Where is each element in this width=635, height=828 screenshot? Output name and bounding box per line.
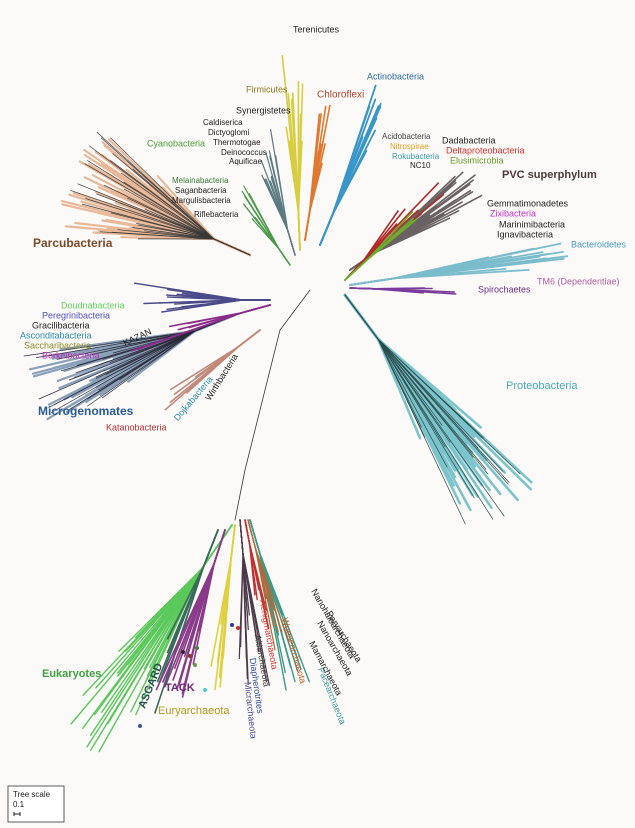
branch xyxy=(297,113,302,251)
clade-label: Dictyoglomi xyxy=(208,128,250,137)
clade-label: Aquificae xyxy=(229,157,262,166)
branch xyxy=(251,218,291,266)
tip-dot xyxy=(138,724,142,728)
clade-label: Saccharibacteria xyxy=(24,340,91,350)
branch xyxy=(349,256,490,286)
clade-label: Berkelbacteria xyxy=(42,350,100,360)
branch xyxy=(166,529,219,640)
clade-label: Rokubacteria xyxy=(392,152,440,161)
branch xyxy=(344,218,418,281)
branch xyxy=(155,529,226,691)
branch xyxy=(249,519,287,691)
clade-label: Terenicutes xyxy=(293,24,340,34)
clade-label: NC10 xyxy=(410,161,431,170)
branch xyxy=(349,269,530,286)
clade-label: Doudnabacteria xyxy=(61,300,125,310)
clade-label: Deinococcus xyxy=(221,148,267,157)
clade-label: Marinimibacteria xyxy=(499,219,565,229)
tree-scale-box: Tree scale 0.1 xyxy=(7,785,65,823)
clade-label: Gracilibacteria xyxy=(32,320,90,330)
clade-label: Elusimicrobia xyxy=(450,155,504,165)
clade-label: Proteobacteria xyxy=(506,380,578,392)
tip-dot xyxy=(203,688,207,692)
scale-value: 0.1 xyxy=(13,800,25,809)
branch xyxy=(133,282,271,301)
branch xyxy=(210,524,236,667)
branch xyxy=(319,150,368,246)
clade-label: TACK xyxy=(165,682,195,694)
branch xyxy=(344,294,426,438)
clade-label: Thermotogae xyxy=(213,138,261,147)
clade-label: Dadabacteria xyxy=(442,135,496,145)
scale-title: Tree scale xyxy=(13,790,51,799)
clade-label: Margulisbacteria xyxy=(172,196,231,205)
clade-label: Spirochaetes xyxy=(478,284,531,294)
clade-label: Katanobacteria xyxy=(106,422,167,432)
clade-label: Woesearchaeota xyxy=(280,616,308,684)
branch xyxy=(264,178,296,256)
clade-label: Actinobacteria xyxy=(367,71,424,81)
branch xyxy=(275,155,296,256)
branch xyxy=(248,193,291,266)
clade-label: Synergistetes xyxy=(236,105,291,115)
clade-label: Eukaryotes xyxy=(42,668,101,680)
clade-label: Bacteroidetes xyxy=(571,239,627,249)
clade-label: Saganbacteria xyxy=(175,186,227,195)
tip-dot xyxy=(193,663,197,667)
clade-label: Ignavibacteria xyxy=(497,229,553,239)
tip-dot xyxy=(230,623,234,627)
clade-label: Melainabacteria xyxy=(172,176,229,185)
clade-label: Euryarchaeota xyxy=(158,705,230,717)
clade-label: Acidobacteria xyxy=(382,132,431,141)
branch xyxy=(304,143,326,241)
scale-frame xyxy=(7,785,65,823)
clade-label: Firmicutes xyxy=(246,84,288,94)
clade-label: PVC superphylum xyxy=(502,169,597,181)
branch xyxy=(349,287,424,294)
clade-label: Microgenomates xyxy=(38,404,134,418)
tip-dot xyxy=(188,654,192,658)
clade-label: Riflebacteria xyxy=(194,210,239,219)
tip-dot xyxy=(181,650,185,654)
clade-label: Deltaproteobacteria xyxy=(446,145,525,155)
branch xyxy=(349,247,534,286)
branch xyxy=(344,294,466,525)
branch xyxy=(169,329,261,391)
clade-label: TM6 (Dependentiae) xyxy=(537,276,620,286)
labels: Terenicutes Firmicutes ChloroflexiActinoba… xyxy=(20,24,627,739)
scale-bar xyxy=(13,812,21,816)
clade-label: Nitrospirae xyxy=(390,142,429,151)
branch xyxy=(169,304,271,328)
clade-label: Parcubacteria xyxy=(33,236,113,250)
branch xyxy=(234,289,311,521)
branch xyxy=(238,519,244,660)
clade-label: Chloroflexi xyxy=(317,90,364,101)
tip-dot xyxy=(236,626,240,630)
branch xyxy=(244,519,256,596)
clade-label: Zixibacteria xyxy=(490,208,536,218)
clade-label: Cyanobacteria xyxy=(147,138,205,148)
tip-dot xyxy=(195,646,199,650)
branch xyxy=(110,137,251,256)
branch xyxy=(261,174,296,256)
branch xyxy=(247,519,276,651)
clade-label: Caldiserica xyxy=(203,118,243,127)
clade-label: Asconditabacteria xyxy=(20,330,92,340)
clade-label: Gemmatimonadetes xyxy=(487,198,569,208)
clade-label: Peregrinibacteria xyxy=(42,310,110,320)
branches xyxy=(23,55,569,753)
